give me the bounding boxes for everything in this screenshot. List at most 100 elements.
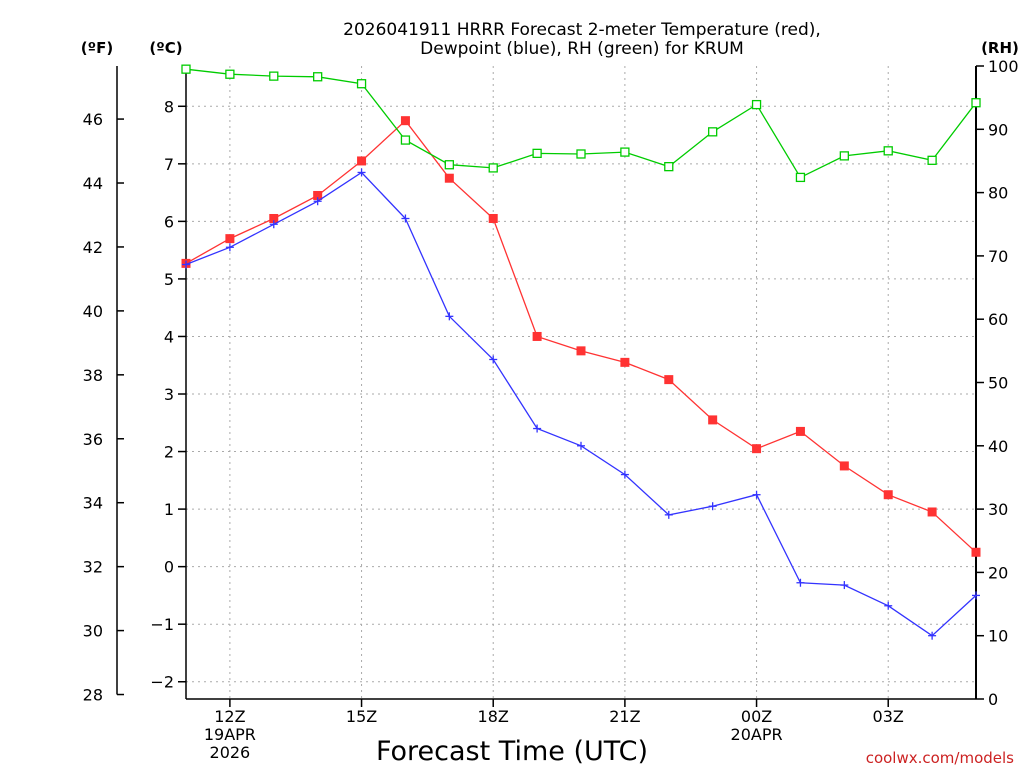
dewpoint-point — [972, 591, 980, 600]
fahrenheit-tick-label: 44 — [83, 174, 103, 193]
temperature-point — [971, 547, 981, 557]
dewpoint-point — [357, 168, 366, 177]
fahrenheit-units-label: (ºF) — [81, 39, 113, 57]
temperature-point — [839, 461, 849, 471]
dewpoint-point — [182, 260, 190, 269]
dewpoint-point — [489, 355, 498, 364]
rh-point — [576, 149, 586, 159]
celsius-tick-label: 1 — [164, 500, 174, 519]
x-date-label: 20APR — [731, 725, 783, 744]
celsius-tick-label: −1 — [150, 615, 174, 634]
rh-tick-label: 90 — [988, 120, 1008, 139]
rh-point — [751, 99, 762, 110]
dewpoint-point — [664, 510, 673, 519]
rh-tick-label: 10 — [988, 627, 1008, 646]
temperature-point — [444, 173, 454, 183]
rh-tick-label: 60 — [988, 310, 1008, 329]
fahrenheit-tick-label: 30 — [83, 622, 103, 641]
rh-point — [488, 163, 498, 173]
celsius-tick-label: 8 — [164, 97, 174, 116]
rh-point — [883, 146, 893, 156]
series-layer — [181, 64, 981, 640]
rh-point — [225, 69, 235, 79]
dewpoint-point — [708, 502, 717, 511]
rh-point — [356, 79, 367, 89]
series-temperature — [181, 116, 981, 557]
rh-tick-label: 30 — [988, 500, 1008, 519]
dewpoint-point — [840, 581, 849, 590]
dewpoint-point — [401, 214, 410, 223]
temperature-point — [488, 213, 498, 223]
rh-tick-label: 100 — [988, 57, 1019, 76]
temperature-point — [620, 357, 630, 367]
temperature-point — [357, 156, 367, 166]
dewpoint-point — [928, 631, 937, 640]
fahrenheit-tick-label: 36 — [83, 430, 103, 449]
chart-title-line2: Dewpoint (blue), RH (green) for KRUM — [420, 39, 744, 59]
x-year-label: 2026 — [210, 743, 251, 762]
fahrenheit-tick-label: 42 — [83, 238, 103, 257]
x-tick-label: 21Z — [609, 707, 640, 726]
rh-units-label: (RH) — [981, 39, 1019, 57]
dewpoint-point — [752, 490, 761, 499]
rh-tick-label: 0 — [988, 690, 998, 709]
rh-point — [927, 155, 937, 165]
celsius-tick-label: 6 — [164, 212, 174, 231]
rh-point — [971, 98, 981, 108]
watermark: coolwx.com/models — [866, 749, 1014, 767]
dewpoint-point — [313, 197, 322, 206]
celsius-tick-label: 5 — [164, 270, 174, 289]
temperature-point — [664, 375, 674, 385]
dewpoint-point — [796, 578, 805, 587]
dewpoint-point — [225, 243, 234, 252]
rh-point — [664, 161, 674, 172]
rh-point — [795, 172, 806, 183]
celsius-units-label: (ºC) — [149, 39, 182, 57]
temperature-line — [185, 119, 977, 553]
rh-tick-label: 40 — [988, 437, 1008, 456]
temperature-point — [708, 415, 718, 425]
grid — [186, 66, 976, 699]
fahrenheit-tick-label: 40 — [83, 302, 103, 321]
celsius-tick-label: 2 — [164, 443, 174, 462]
celsius-tick-label: −2 — [150, 673, 174, 692]
temperature-point — [532, 331, 542, 341]
dewpoint-point — [533, 424, 542, 433]
fahrenheit-tick-label: 32 — [83, 558, 103, 577]
x-tick-label: 18Z — [478, 707, 509, 726]
series-dewpoint — [182, 168, 980, 640]
temperature-point — [576, 346, 586, 356]
temperature-point — [883, 490, 893, 500]
dewpoint-point — [884, 601, 893, 610]
rh-point — [400, 135, 411, 145]
x-date-label: 19APR — [204, 725, 256, 744]
temperature-point — [225, 234, 235, 244]
celsius-tick-label: 0 — [164, 558, 174, 577]
fahrenheit-tick-label: 38 — [83, 366, 103, 385]
x-tick-label: 12Z — [214, 707, 245, 726]
temperature-point — [795, 426, 805, 436]
dewpoint-point — [445, 312, 454, 321]
celsius-tick-label: 4 — [164, 327, 174, 346]
rh-point — [444, 160, 454, 170]
x-tick-label: 15Z — [346, 707, 377, 726]
celsius-tick-label: 3 — [164, 385, 174, 404]
temperature-point — [752, 444, 762, 454]
rh-point — [269, 71, 279, 81]
series-rh — [181, 64, 981, 183]
dewpoint-point — [269, 220, 278, 229]
chart-title-line1: 2026041911 HRRR Forecast 2-meter Tempera… — [343, 20, 821, 40]
rh-tick-label: 70 — [988, 247, 1008, 266]
rh-tick-label: 80 — [988, 184, 1008, 203]
fahrenheit-tick-label: 46 — [83, 110, 103, 129]
fahrenheit-tick-label: 28 — [83, 686, 103, 705]
rh-tick-label: 20 — [988, 563, 1008, 582]
temperature-point — [400, 116, 410, 126]
rh-point — [532, 148, 542, 159]
x-axis-title: Forecast Time (UTC) — [376, 736, 648, 767]
x-tick-label: 00Z — [741, 707, 772, 726]
rh-point — [708, 127, 718, 137]
rh-point — [181, 64, 191, 74]
